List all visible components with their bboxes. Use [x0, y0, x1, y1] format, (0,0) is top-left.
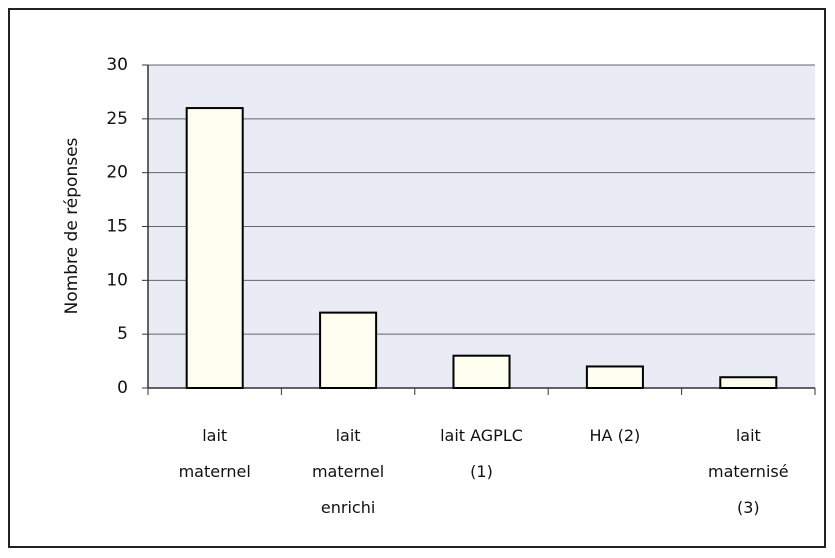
x-tick-label: HA (2) — [589, 426, 641, 445]
bar — [585, 365, 644, 390]
y-tick-label: 25 — [106, 109, 128, 129]
x-tick-label: lait AGPLC (1) — [440, 426, 523, 481]
y-axis-label: Nombre de réponses — [62, 137, 82, 314]
x-tick-label: lait maternisé (3) — [708, 426, 789, 517]
y-tick-label: 30 — [106, 55, 128, 75]
chart-frame — [8, 8, 826, 548]
y-tick-label: 20 — [106, 163, 128, 183]
y-tick-label: 0 — [117, 378, 128, 398]
bar — [185, 107, 244, 389]
bar — [452, 354, 511, 390]
y-tick-label: 5 — [117, 324, 128, 344]
y-tick-label: 15 — [106, 217, 128, 237]
y-tick-label: 10 — [106, 270, 128, 290]
x-tick-label: lait maternel — [178, 426, 251, 481]
bar — [719, 376, 778, 390]
x-tick-label: lait maternel enrichi — [311, 426, 385, 517]
bar — [319, 311, 378, 389]
